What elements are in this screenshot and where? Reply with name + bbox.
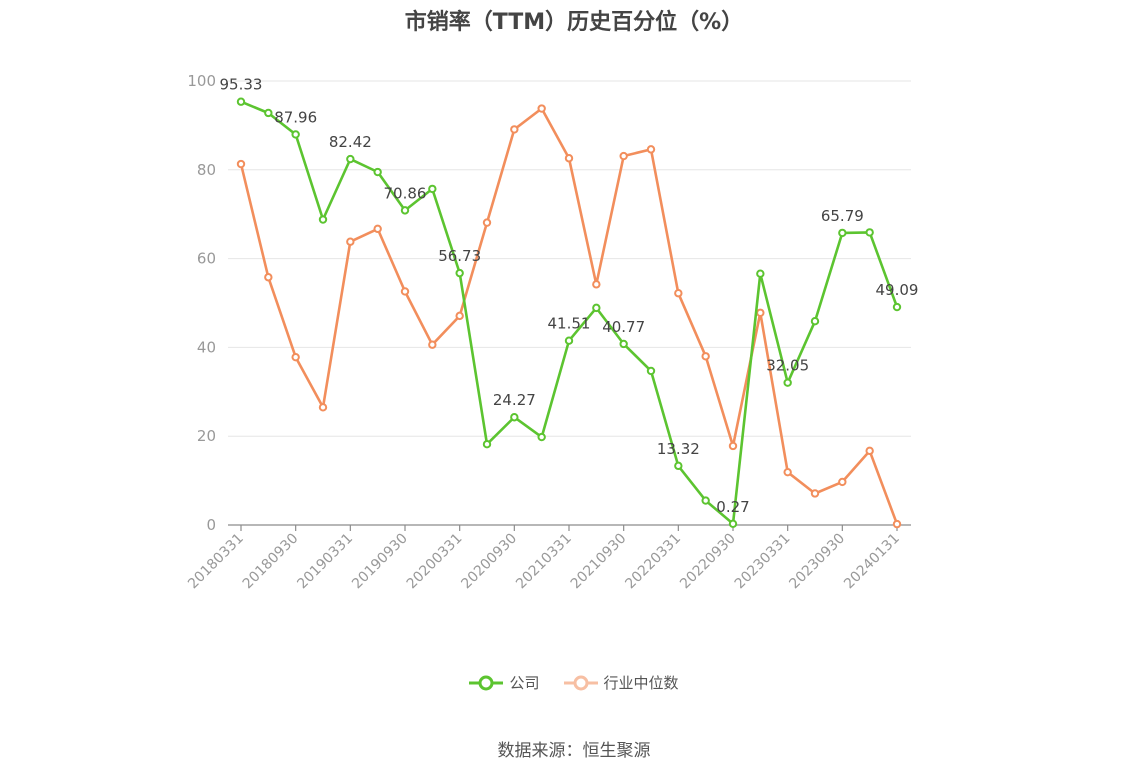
x-tick-label: 20240131	[841, 531, 903, 593]
data-label: 13.32	[657, 440, 700, 458]
x-tick-label: 20210930	[568, 531, 630, 593]
data-label: 87.96	[274, 108, 317, 126]
y-tick-label: 0	[206, 516, 216, 534]
y-tick-label: 80	[197, 161, 216, 179]
data-point-industry-median	[756, 308, 765, 317]
data-label: 41.51	[548, 315, 591, 333]
data-point-company	[783, 378, 792, 387]
data-point-industry-median	[318, 403, 328, 412]
data-label: 0.27	[716, 498, 749, 516]
data-label: 95.33	[220, 76, 263, 94]
data-point-company	[865, 228, 874, 237]
data-point-company	[592, 303, 601, 313]
data-point-industry-median	[400, 287, 410, 296]
y-tick-label: 60	[197, 250, 216, 268]
x-tick-label: 20180930	[240, 531, 302, 593]
data-point-industry-median	[564, 154, 574, 163]
legend-label-company: 公司	[509, 674, 540, 692]
data-point-company	[892, 302, 902, 312]
data-point-industry-median	[373, 224, 382, 234]
x-tick-label: 20210331	[513, 531, 575, 593]
data-point-company	[264, 108, 273, 118]
x-tick-label: 20200331	[404, 531, 466, 593]
data-point-industry-median	[592, 280, 601, 289]
data-label: 70.86	[384, 184, 427, 202]
data-point-company	[646, 366, 656, 376]
data-point-company	[455, 268, 464, 278]
data-point-company	[428, 184, 437, 194]
data-point-industry-median	[728, 441, 738, 451]
data-point-company	[564, 336, 574, 345]
legend-label-industry-median: 行业中位数	[603, 674, 679, 692]
y-tick-label: 40	[197, 338, 216, 356]
legend: 公司 行业中位数	[0, 672, 1148, 693]
x-tick-label: 20190331	[294, 531, 356, 593]
x-tick-label: 20180331	[185, 531, 247, 593]
legend-item-industry-median[interactable]: 行业中位数	[563, 672, 679, 693]
data-point-industry-median	[619, 151, 628, 161]
data-point-company	[756, 269, 765, 278]
data-point-industry-median	[510, 125, 519, 134]
y-tick-label: 20	[197, 427, 216, 445]
data-point-company	[619, 339, 628, 349]
data-point-industry-median	[865, 446, 874, 456]
y-tick-label: 100	[187, 72, 216, 90]
x-tick-label: 20220930	[677, 531, 739, 593]
data-point-company	[236, 97, 246, 106]
data-source-note: 数据来源：恒生聚源	[497, 741, 651, 761]
data-point-company	[318, 215, 328, 224]
data-point-industry-median	[537, 104, 546, 113]
data-point-company	[510, 413, 519, 422]
data-point-industry-median	[838, 477, 847, 487]
data-point-industry-median	[291, 352, 300, 362]
x-tick-label: 20230930	[786, 531, 848, 593]
data-point-industry-median	[482, 218, 492, 227]
x-tick-label: 20220331	[622, 531, 684, 593]
data-point-industry-median	[428, 340, 437, 349]
legend-item-company[interactable]: 公司	[469, 672, 540, 693]
data-point-industry-median	[346, 237, 355, 246]
data-point-industry-median	[455, 311, 464, 321]
data-point-industry-median	[264, 273, 273, 282]
x-tick-label: 20190930	[349, 531, 411, 593]
data-point-company	[701, 496, 710, 505]
data-label: 49.09	[876, 281, 919, 299]
chart-title: 市销率（TTM）历史百分位（%）	[404, 10, 744, 35]
data-point-industry-median	[783, 467, 792, 477]
data-label: 40.77	[602, 318, 645, 336]
data-point-company	[537, 432, 546, 442]
data-point-industry-median	[810, 489, 820, 498]
data-point-company	[728, 519, 738, 529]
data-point-company	[400, 206, 410, 215]
x-tick-label: 20230331	[732, 531, 794, 593]
data-label: 32.05	[766, 357, 809, 375]
data-point-industry-median	[236, 159, 246, 169]
grid-lines	[228, 80, 911, 437]
data-point-company	[838, 228, 847, 238]
series-layer	[236, 97, 902, 529]
x-tick-label: 20200930	[458, 531, 520, 593]
data-point-company	[373, 167, 382, 177]
legend-marker-company-icon	[469, 675, 504, 690]
data-point-industry-median	[892, 519, 902, 529]
data-label: 65.79	[821, 207, 864, 225]
data-point-industry-median	[701, 352, 710, 361]
data-point-industry-median	[674, 289, 683, 298]
data-label: 24.27	[493, 391, 536, 409]
legend-marker-industry-median-icon	[563, 675, 598, 690]
data-point-company	[291, 130, 300, 139]
data-point-company	[674, 461, 683, 471]
data-point-company	[810, 317, 820, 326]
data-label: 82.42	[329, 133, 372, 151]
data-label: 56.73	[438, 247, 481, 265]
data-point-company	[346, 154, 355, 164]
data-point-company	[482, 439, 492, 449]
data-labels: 95.33 87.96 82.42 70.86 56.73 24.27 41.51 40.77…	[220, 76, 919, 516]
data-point-industry-median	[646, 145, 656, 154]
